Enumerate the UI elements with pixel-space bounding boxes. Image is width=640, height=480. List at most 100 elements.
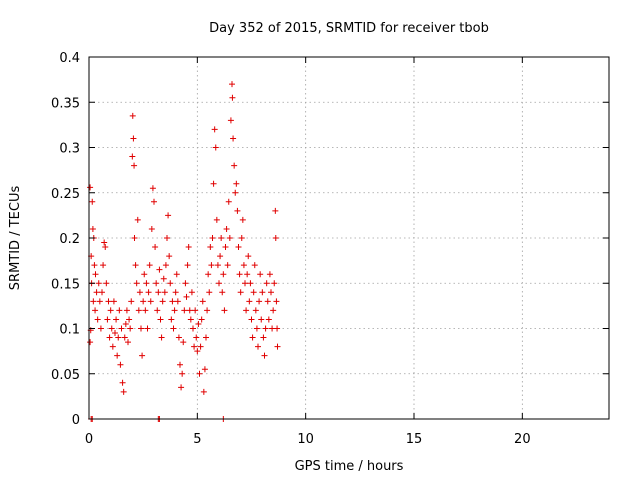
data-point bbox=[247, 280, 254, 287]
x-tick-label: 10 bbox=[297, 432, 314, 447]
data-point bbox=[87, 339, 94, 346]
data-point bbox=[153, 280, 160, 287]
data-point bbox=[164, 235, 170, 241]
x-tick-labels: 0 5 10 15 20 bbox=[85, 432, 531, 447]
data-point bbox=[142, 307, 149, 314]
data-point bbox=[235, 244, 242, 251]
data-point bbox=[239, 216, 246, 223]
data-point bbox=[266, 271, 273, 278]
data-point bbox=[244, 271, 251, 278]
data-point bbox=[126, 316, 133, 323]
data-point bbox=[199, 298, 206, 305]
data-point bbox=[172, 289, 179, 296]
data-point bbox=[99, 289, 105, 296]
data-point bbox=[200, 388, 207, 395]
data-point bbox=[113, 316, 120, 323]
data-point bbox=[103, 280, 110, 287]
data-point bbox=[274, 325, 281, 332]
data-point bbox=[274, 343, 281, 350]
data-point bbox=[192, 307, 199, 314]
data-point bbox=[100, 262, 107, 269]
y-tick-label: 0.1 bbox=[59, 323, 80, 338]
data-point bbox=[216, 280, 222, 287]
data-point bbox=[223, 225, 230, 232]
data-point bbox=[121, 334, 128, 341]
data-point bbox=[147, 298, 154, 305]
data-point bbox=[141, 271, 148, 278]
data-point bbox=[258, 316, 265, 323]
data-point bbox=[240, 262, 247, 269]
data-point bbox=[187, 316, 194, 323]
data-point bbox=[162, 262, 169, 269]
data-point bbox=[165, 212, 172, 219]
data-point bbox=[133, 280, 140, 287]
x-tick-label: 0 bbox=[85, 432, 93, 447]
data-point bbox=[168, 316, 175, 323]
data-point bbox=[110, 298, 117, 305]
data-point bbox=[195, 320, 202, 327]
data-point bbox=[120, 388, 127, 395]
data-point bbox=[148, 225, 155, 232]
data-point bbox=[105, 298, 112, 305]
data-point bbox=[169, 298, 176, 305]
data-point bbox=[102, 244, 109, 251]
data-point bbox=[171, 307, 178, 314]
data-point bbox=[177, 361, 183, 368]
x-tick-label: 15 bbox=[406, 432, 423, 447]
data-point bbox=[229, 81, 235, 88]
data-point bbox=[243, 307, 250, 314]
data-point bbox=[238, 235, 245, 241]
data-point bbox=[186, 307, 193, 314]
data-point bbox=[222, 244, 229, 251]
data-point bbox=[159, 298, 166, 305]
data-point bbox=[184, 262, 191, 269]
data-point bbox=[93, 289, 100, 296]
data-point bbox=[259, 289, 266, 296]
data-point bbox=[158, 334, 165, 341]
data-point bbox=[198, 316, 205, 323]
data-point bbox=[104, 316, 111, 323]
data-point bbox=[271, 280, 278, 287]
data-point bbox=[255, 343, 261, 350]
data-point bbox=[207, 244, 214, 251]
grid-lines bbox=[89, 57, 609, 419]
data-point bbox=[116, 307, 123, 314]
data-point bbox=[233, 180, 240, 187]
data-point bbox=[211, 126, 218, 133]
data-point bbox=[218, 235, 225, 241]
data-point bbox=[191, 343, 198, 350]
data-point bbox=[160, 275, 167, 282]
data-point bbox=[273, 298, 280, 305]
y-tick-label: 0.3 bbox=[59, 142, 80, 157]
data-point bbox=[154, 307, 161, 314]
data-point bbox=[265, 316, 272, 323]
data-point bbox=[128, 298, 135, 305]
data-point bbox=[157, 316, 164, 323]
data-point bbox=[226, 235, 233, 241]
data-point bbox=[219, 289, 226, 296]
data-point bbox=[173, 271, 180, 278]
data-point bbox=[122, 320, 129, 327]
data-point bbox=[232, 189, 239, 196]
data-point bbox=[108, 325, 115, 332]
data-point bbox=[227, 117, 234, 124]
data-point bbox=[132, 262, 139, 269]
data-point bbox=[242, 280, 248, 287]
data-point bbox=[161, 289, 168, 296]
data-point bbox=[182, 280, 189, 287]
data-point bbox=[217, 253, 224, 260]
data-point bbox=[257, 271, 264, 278]
data-point bbox=[253, 325, 260, 332]
data-point bbox=[129, 112, 136, 119]
data-point bbox=[118, 325, 125, 332]
data-point bbox=[130, 135, 137, 142]
y-tick-label: 0.05 bbox=[51, 368, 80, 383]
data-point bbox=[190, 325, 196, 332]
data-point bbox=[229, 94, 236, 101]
data-point bbox=[185, 244, 192, 251]
x-axis-label: GPS time / hours bbox=[295, 459, 404, 474]
data-point bbox=[134, 216, 141, 223]
data-point bbox=[203, 334, 209, 341]
data-point bbox=[201, 366, 208, 373]
